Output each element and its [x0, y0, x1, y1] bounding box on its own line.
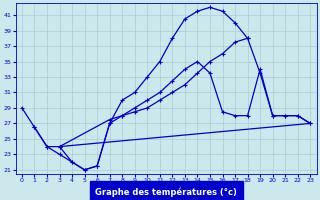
X-axis label: Graphe des températures (°c): Graphe des températures (°c) — [95, 187, 237, 197]
